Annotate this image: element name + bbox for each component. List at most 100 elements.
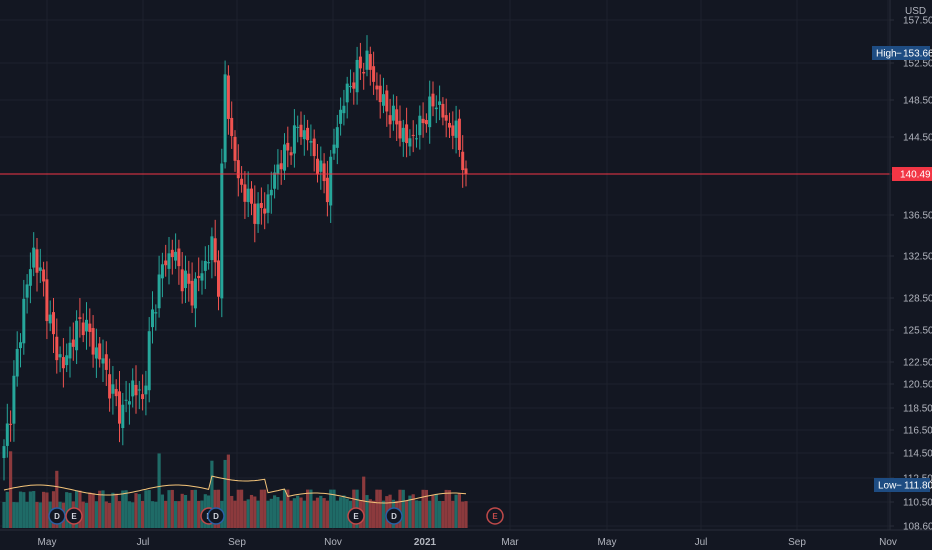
candle bbox=[68, 326, 72, 378]
svg-text:D: D bbox=[54, 512, 60, 521]
candle bbox=[108, 358, 112, 412]
candle bbox=[266, 184, 270, 224]
candle bbox=[180, 252, 184, 304]
candle bbox=[81, 313, 85, 343]
candle bbox=[253, 185, 257, 243]
upcoming-earnings-event-marker[interactable]: E bbox=[486, 507, 504, 525]
candle bbox=[415, 124, 418, 148]
candle bbox=[207, 245, 211, 270]
volume-bar bbox=[150, 501, 155, 528]
volume-bar bbox=[299, 497, 303, 528]
price-tick-label: 152.50 bbox=[903, 59, 932, 70]
candle bbox=[319, 146, 323, 190]
volume-bar bbox=[12, 502, 16, 528]
volume-bar bbox=[263, 489, 267, 528]
volume-bar bbox=[236, 489, 240, 528]
volume-bar bbox=[121, 490, 125, 528]
candle bbox=[332, 128, 336, 160]
time-tick-label: Sep bbox=[228, 537, 246, 548]
candle bbox=[292, 109, 296, 168]
candle bbox=[236, 144, 240, 197]
volume-bar bbox=[38, 502, 42, 528]
candle bbox=[32, 232, 36, 277]
candle bbox=[28, 252, 32, 304]
candle bbox=[279, 150, 283, 185]
candle bbox=[220, 148, 224, 318]
volume-bar bbox=[332, 489, 336, 528]
volume-bar bbox=[296, 495, 300, 528]
volume-bar bbox=[240, 489, 244, 528]
time-tick-label: Sep bbox=[788, 537, 806, 548]
event-markers[interactable]: DEEDEDE bbox=[48, 507, 504, 525]
price-tick-label: 110.50 bbox=[903, 498, 932, 509]
candle bbox=[388, 98, 392, 138]
volume-bar bbox=[183, 494, 188, 528]
volume-bar bbox=[108, 502, 112, 528]
volume-bar bbox=[365, 495, 369, 528]
candle bbox=[114, 379, 118, 407]
dividend-event-marker[interactable]: D bbox=[207, 507, 225, 525]
candle bbox=[187, 260, 191, 302]
candle bbox=[5, 403, 9, 458]
price-tick-label: 125.50 bbox=[903, 326, 932, 337]
volume-bar bbox=[35, 501, 39, 528]
volume-bar bbox=[372, 500, 376, 528]
candlesticks bbox=[2, 35, 468, 481]
volume-bar bbox=[190, 489, 194, 528]
volume-bar bbox=[134, 493, 138, 528]
candle bbox=[184, 255, 187, 303]
volume-bar bbox=[289, 500, 293, 528]
candle bbox=[342, 89, 346, 126]
candle bbox=[411, 120, 415, 153]
time-axis[interactable]: May Jul Sep Nov 2021 Mar May Jul Sep Nov bbox=[38, 537, 897, 548]
volume-bar bbox=[401, 489, 405, 528]
candle bbox=[461, 135, 465, 188]
volume-bar bbox=[325, 500, 329, 528]
volume-bar bbox=[45, 492, 49, 528]
volume-bar bbox=[421, 489, 425, 528]
volume-bar bbox=[22, 492, 26, 528]
volume-bar bbox=[286, 489, 290, 528]
volume-bar bbox=[101, 490, 105, 528]
dividend-event-marker[interactable]: D bbox=[385, 507, 403, 525]
time-tick-label: Mar bbox=[501, 537, 519, 548]
time-tick-label: 2021 bbox=[414, 537, 437, 548]
volume-bar bbox=[28, 491, 32, 528]
dividend-event-marker[interactable]: D bbox=[48, 507, 66, 525]
candle bbox=[85, 302, 88, 350]
candle bbox=[312, 129, 316, 172]
candle bbox=[124, 380, 128, 413]
volume-bar bbox=[117, 501, 122, 528]
candle bbox=[134, 365, 138, 414]
volume-bar bbox=[55, 470, 59, 528]
candle bbox=[405, 107, 409, 158]
candle bbox=[256, 192, 260, 233]
candle bbox=[127, 383, 131, 425]
volume-bar bbox=[223, 459, 227, 528]
volume-bar bbox=[230, 495, 234, 528]
price-tick-label: 136.50 bbox=[903, 211, 932, 222]
candle bbox=[259, 187, 263, 225]
earnings-event-marker[interactable]: E bbox=[347, 507, 365, 525]
candle bbox=[431, 81, 435, 117]
candle bbox=[309, 124, 313, 157]
volume-bar bbox=[210, 460, 214, 528]
volume-bar bbox=[269, 498, 273, 528]
candle bbox=[151, 291, 154, 344]
time-tick-label: Jul bbox=[695, 537, 708, 548]
volume-bar bbox=[104, 501, 108, 528]
candle bbox=[226, 65, 230, 135]
candle bbox=[454, 105, 458, 154]
volume-bar bbox=[282, 489, 287, 528]
volume-bar bbox=[342, 495, 346, 528]
candle bbox=[35, 237, 39, 292]
earnings-event-marker[interactable]: E bbox=[65, 507, 83, 525]
candle bbox=[325, 160, 329, 217]
volume-bar bbox=[319, 495, 323, 528]
volume-bar bbox=[88, 492, 92, 528]
volume-bar bbox=[98, 490, 102, 528]
candle bbox=[118, 370, 121, 443]
volume-bar bbox=[167, 490, 171, 528]
